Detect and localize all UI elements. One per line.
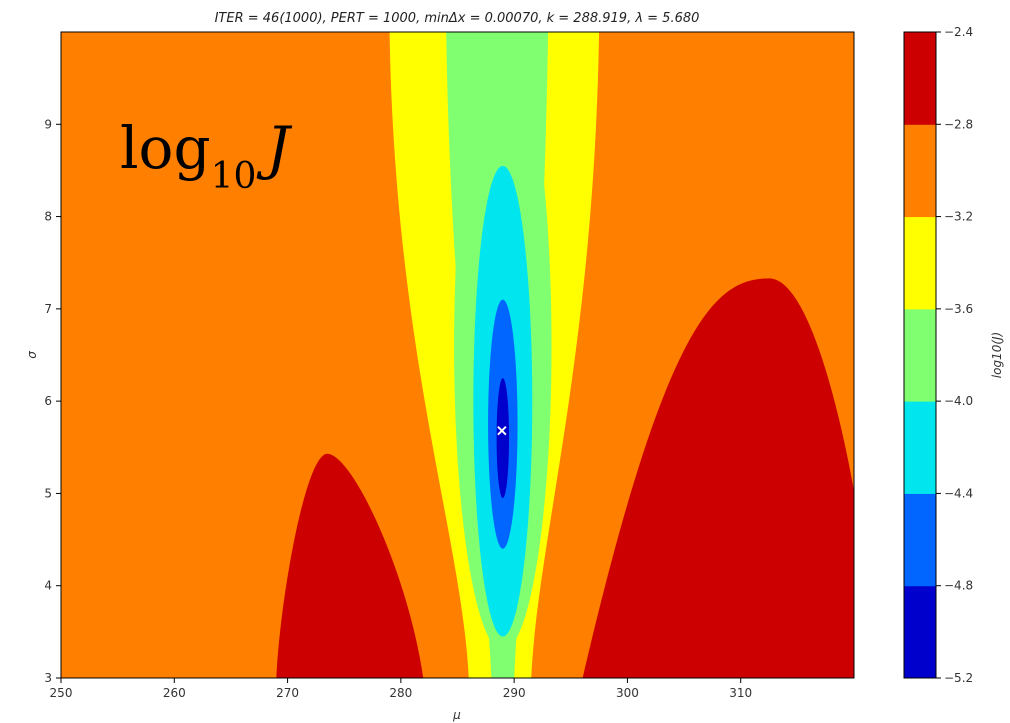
colorbar-band [904,32,936,125]
colorbar-tick-label: −2.4 [944,25,973,39]
colorbar-band [904,308,936,402]
overlay-subscript: 10 [211,156,257,197]
colorbar-tick-label: −5.2 [944,671,973,685]
y-tick-label: 8 [44,210,52,224]
x-tick-label: 300 [616,686,639,700]
colorbar-band [904,401,936,494]
colorbar: −5.2 −4.8 −4.4 −4.0 −3.6 −3.2 −2.8 −2.4 [903,25,973,685]
x-tick-label: 260 [163,686,186,700]
colorbar-frame [903,31,937,679]
minimum-marker [497,425,507,436]
overlay-log: log [120,114,211,182]
colorbar-tick-label: −4.0 [944,394,973,408]
colorbar-tick-label: −4.4 [944,486,973,500]
x-tick-label: 290 [503,686,526,700]
colorbar-tick-label: −2.8 [944,117,973,131]
y-tick-label: 9 [44,117,52,131]
minimum-x-mark [497,425,507,436]
y-tick-label: 3 [44,671,52,685]
colorbar-tick-label: −3.2 [944,210,973,224]
colorbar-band [904,585,936,679]
colorbar-tick-label: −3.6 [944,302,973,316]
plot-frame [60,31,855,679]
colorbar-label: log10(J) [990,332,1004,378]
x-axis-label: μ [452,708,461,722]
y-axis: 3 4 5 6 7 8 9 [44,117,61,685]
x-tick-label: 250 [50,686,73,700]
contour-region-2 [582,278,854,678]
x-axis: 250 260 270 280 290 300 310 [50,678,752,700]
colorbar-band [904,493,936,587]
colorbar-tick-label: −4.8 [944,579,973,593]
x-tick-label: 310 [729,686,752,700]
y-tick-label: 6 [44,394,52,408]
y-tick-label: 7 [44,302,52,316]
chart-title: ITER = 46(1000), PERT = 1000, minΔx = 0.… [215,11,700,26]
x-tick-label: 280 [389,686,412,700]
colorbar-band [904,124,936,218]
contour-plot-area [61,32,854,678]
y-axis-label: σ [25,351,39,359]
x-tick-label: 270 [276,686,299,700]
y-tick-label: 5 [44,486,52,500]
colorbar-band [904,216,936,310]
contour-region-1 [276,453,424,678]
contour-region-8 [496,378,510,499]
y-tick-label: 4 [44,579,52,593]
